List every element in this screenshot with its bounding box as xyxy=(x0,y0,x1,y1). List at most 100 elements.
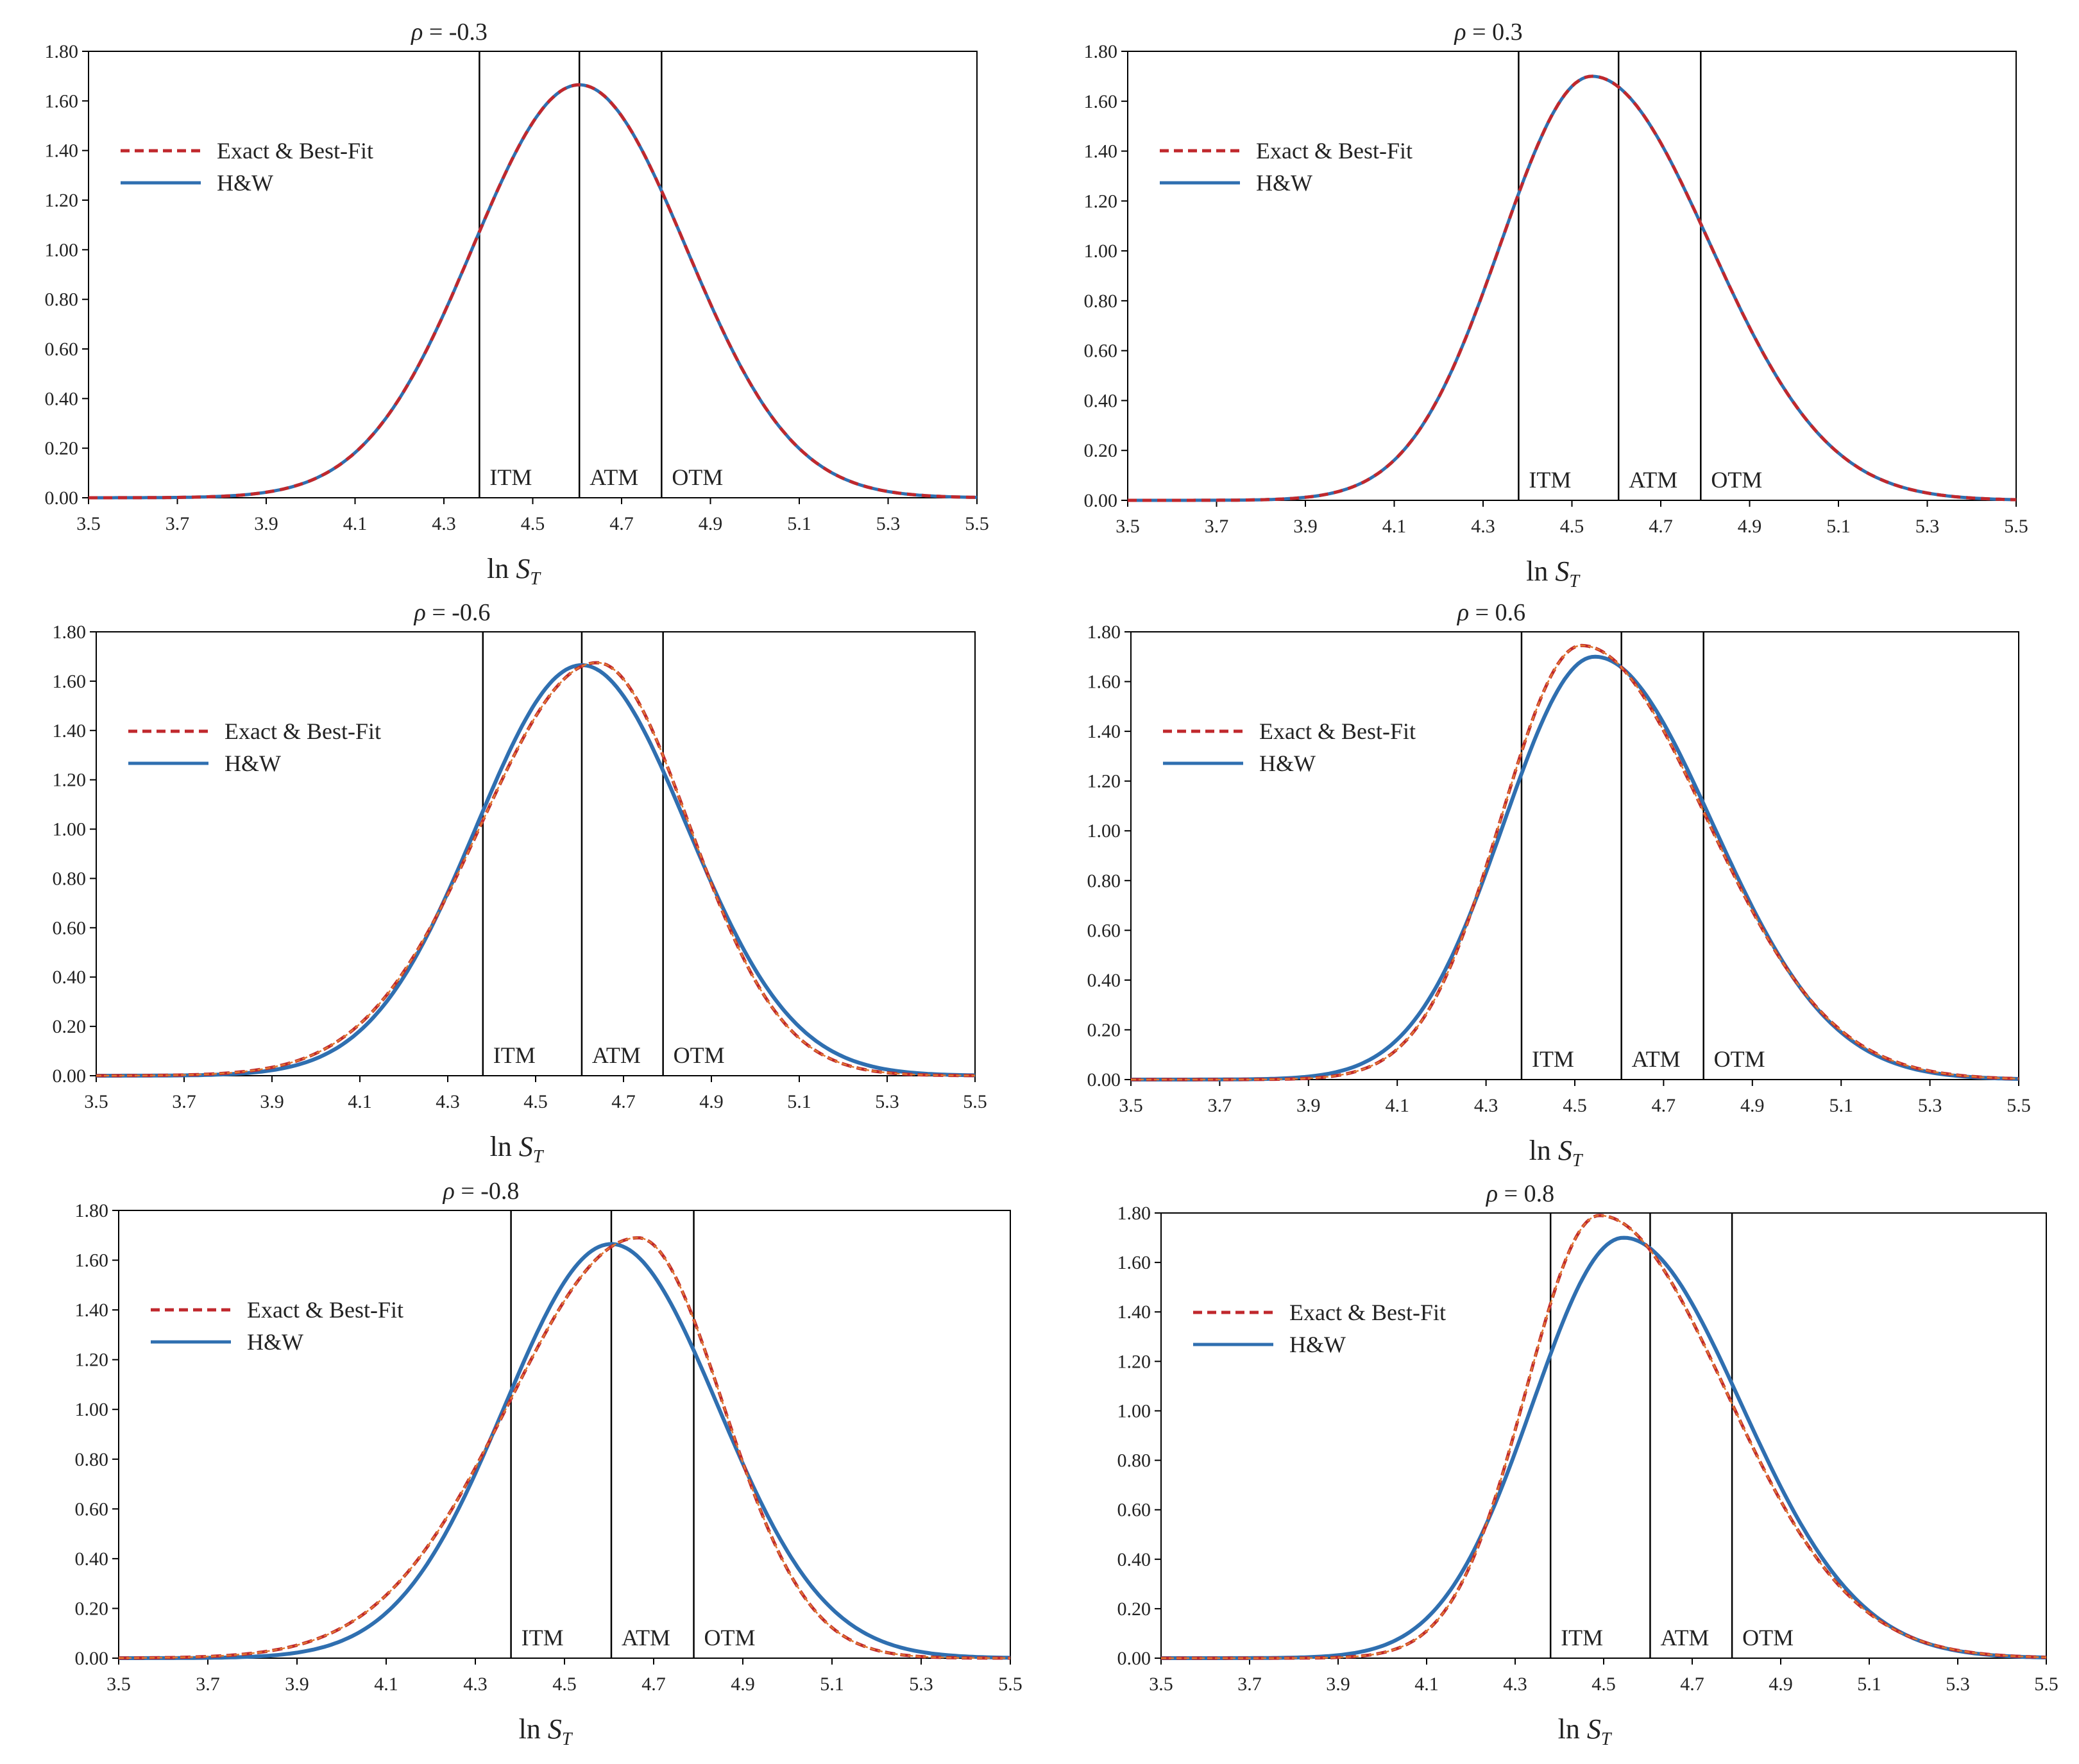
x-tick-label: 5.1 xyxy=(787,1091,811,1112)
y-tick-label: 1.00 xyxy=(1087,820,1121,842)
y-tick-label: 0.60 xyxy=(1117,1500,1151,1521)
x-tick-label: 5.1 xyxy=(787,513,811,534)
x-tick-label: 3.9 xyxy=(254,513,278,534)
x-tick-label: 4.9 xyxy=(731,1674,755,1695)
x-tick-label: 4.5 xyxy=(523,1091,548,1112)
y-tick-label: 0.20 xyxy=(75,1598,109,1619)
x-tick-label: 4.7 xyxy=(1652,1095,1676,1116)
x-tick-label: 4.9 xyxy=(1738,516,1762,537)
legend-label-hw: H&W xyxy=(1259,751,1316,776)
y-tick-label: 1.00 xyxy=(45,239,79,260)
x-tick-label: 3.7 xyxy=(1208,1095,1232,1116)
series-line-exact xyxy=(119,1236,1011,1660)
x-tick-label: 5.3 xyxy=(909,1674,933,1695)
y-tick-label: 0.60 xyxy=(1084,341,1118,362)
zone-label-otm: OTM xyxy=(674,1042,725,1068)
series-line-best-fit xyxy=(96,661,976,1077)
y-tick-label: 0.20 xyxy=(45,438,79,459)
x-tick-label: 5.5 xyxy=(965,513,989,534)
series-line-hw xyxy=(119,1242,1011,1660)
x-tick-label: 5.1 xyxy=(820,1674,844,1695)
x-tick-label: 4.1 xyxy=(1414,1674,1439,1695)
zone-label-atm: ATM xyxy=(1660,1625,1709,1650)
x-axis-label: ln ST xyxy=(490,1131,545,1167)
x-tick-label: 3.9 xyxy=(285,1674,309,1695)
x-axis-label: ln ST xyxy=(1558,1713,1613,1749)
x-tick-label: 4.5 xyxy=(552,1674,577,1695)
y-tick-label: 0.00 xyxy=(53,1065,87,1087)
y-tick-label: 1.60 xyxy=(1084,91,1118,112)
x-tick-label: 3.7 xyxy=(165,513,190,534)
chart-panel-4: 0.00 0.20 0.40 0.60 0.80 1.00 1.20 1.40 1.60 1.80… xyxy=(1087,599,2031,1171)
x-tick-label: 5.5 xyxy=(998,1674,1023,1695)
legend-label-exact: Exact & Best-Fit xyxy=(247,1297,403,1323)
x-tick-label: 3.9 xyxy=(1293,516,1318,537)
y-tick-label: 1.60 xyxy=(75,1250,109,1271)
x-tick-label: 4.5 xyxy=(1563,1095,1587,1116)
legend-label-exact: Exact & Best-Fit xyxy=(1289,1300,1446,1325)
legend-label-exact: Exact & Best-Fit xyxy=(1256,138,1413,164)
series-line-exact xyxy=(1131,643,2019,1081)
x-tick-label: 3.5 xyxy=(76,513,101,534)
y-tick-label: 0.20 xyxy=(1087,1019,1121,1040)
y-tick-label: 1.60 xyxy=(45,90,79,112)
zone-label-otm: OTM xyxy=(672,464,723,490)
y-tick-label: 1.80 xyxy=(1084,41,1118,62)
legend-label-hw: H&W xyxy=(225,751,281,776)
x-tick-label: 4.3 xyxy=(1503,1674,1527,1695)
zone-label-otm: OTM xyxy=(1742,1625,1794,1650)
x-axis-label: ln ST xyxy=(487,553,541,589)
zone-label-itm: ITM xyxy=(522,1625,564,1650)
x-tick-label: 4.5 xyxy=(1560,516,1584,537)
y-tick-label: 0.80 xyxy=(45,289,79,310)
x-tick-label: 3.5 xyxy=(106,1674,131,1695)
x-axis-label: ln ST xyxy=(519,1713,573,1749)
y-tick-label: 1.40 xyxy=(1084,141,1118,162)
chart-title: ρ = 0.3 xyxy=(1454,19,1522,46)
x-tick-label: 4.3 xyxy=(432,513,456,534)
x-tick-label: 5.5 xyxy=(2004,516,2028,537)
chart-title: ρ = -0.8 xyxy=(443,1178,520,1205)
y-tick-label: 1.80 xyxy=(53,622,87,643)
legend-label-hw: H&W xyxy=(217,170,273,196)
x-tick-label: 3.7 xyxy=(1237,1674,1262,1695)
x-tick-label: 4.7 xyxy=(641,1674,666,1695)
x-axis-label: ln ST xyxy=(1526,555,1581,591)
y-tick-label: 1.20 xyxy=(1084,191,1118,212)
x-tick-label: 5.3 xyxy=(875,1091,899,1112)
series-line-exact-best-fit xyxy=(1128,74,2017,502)
zone-label-itm: ITM xyxy=(493,1042,536,1068)
y-tick-label: 0.40 xyxy=(75,1548,109,1570)
zone-label-atm: ATM xyxy=(1632,1046,1681,1072)
x-tick-label: 4.3 xyxy=(463,1674,488,1695)
x-tick-label: 3.9 xyxy=(260,1091,284,1112)
x-tick-label: 5.1 xyxy=(1829,1095,1853,1116)
x-tick-label: 3.9 xyxy=(1326,1674,1350,1695)
x-tick-label: 4.9 xyxy=(699,513,723,534)
y-tick-label: 0.80 xyxy=(1084,291,1118,312)
y-tick-label: 1.80 xyxy=(1117,1203,1151,1224)
x-tick-label: 3.5 xyxy=(84,1091,108,1112)
x-tick-label: 3.9 xyxy=(1296,1095,1321,1116)
series-line-best-fit xyxy=(119,1237,1011,1659)
y-tick-label: 1.80 xyxy=(45,41,79,62)
y-tick-label: 1.20 xyxy=(1117,1351,1151,1372)
x-tick-label: 5.1 xyxy=(1857,1674,1881,1695)
zone-label-itm: ITM xyxy=(489,464,532,490)
y-tick-label: 0.00 xyxy=(75,1648,109,1669)
series-line-best-fit xyxy=(1161,1214,2047,1659)
y-tick-label: 1.00 xyxy=(1084,241,1118,262)
y-tick-label: 0.40 xyxy=(1117,1549,1151,1570)
y-tick-label: 1.40 xyxy=(53,720,87,742)
x-tick-label: 4.7 xyxy=(1649,516,1673,537)
x-tick-label: 5.5 xyxy=(2034,1674,2058,1695)
legend-label-hw: H&W xyxy=(247,1329,303,1355)
y-tick-label: 0.80 xyxy=(53,868,87,889)
zone-label-atm: ATM xyxy=(622,1625,670,1650)
x-tick-label: 4.7 xyxy=(1680,1674,1704,1695)
y-tick-label: 1.40 xyxy=(1117,1302,1151,1323)
plot-frame xyxy=(1130,631,2019,1080)
y-tick-label: 1.20 xyxy=(53,770,87,791)
zone-label-otm: OTM xyxy=(1714,1046,1765,1072)
